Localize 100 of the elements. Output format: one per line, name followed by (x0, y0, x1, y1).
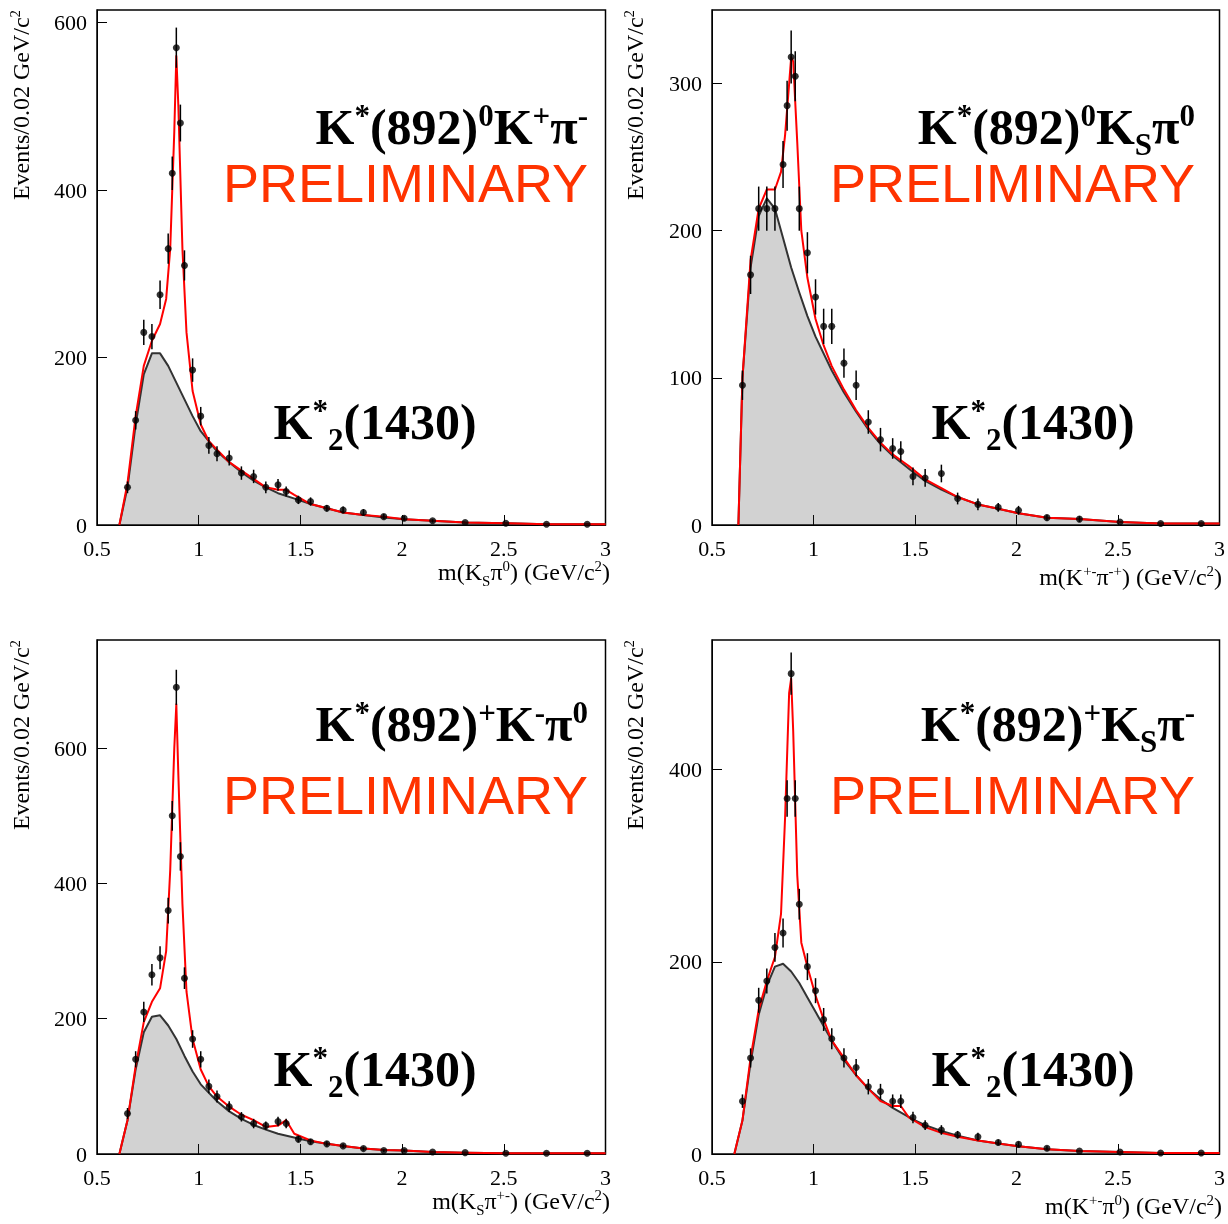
y-tick-label: 300 (669, 71, 702, 97)
x-tick-label: 2 (1011, 535, 1022, 561)
point (889, 1097, 897, 1105)
x-tick-label: 2.5 (490, 1164, 518, 1190)
y-tick-label: 600 (54, 735, 87, 761)
x-tick-label: 0.5 (83, 1164, 111, 1190)
point (755, 205, 763, 213)
x-tick-label: 3 (1214, 535, 1225, 561)
point (954, 495, 962, 503)
point (877, 436, 884, 444)
x-tick-label: 0.5 (83, 535, 111, 561)
point (738, 381, 746, 389)
x-tick-label: 2.5 (1104, 535, 1132, 561)
point (840, 359, 848, 367)
point (791, 795, 799, 803)
annotation: K$^{*}$(892)$^{+}$K$^{-}$π$^{0}$ (315, 695, 588, 752)
y-tick-label: 200 (54, 1006, 87, 1032)
point (180, 974, 188, 982)
point (205, 1082, 213, 1090)
point (205, 441, 213, 449)
y-tick-label: 400 (54, 870, 87, 896)
point (937, 470, 945, 477)
x-axis-title: m(K$_{S}$π$^{0}$) (GeV/c$^{2}$) (438, 558, 610, 590)
x-tick-label: 2 (1011, 1164, 1022, 1190)
y-tick-label: 600 (54, 10, 87, 36)
point (803, 249, 811, 257)
point (795, 900, 803, 908)
point (197, 412, 205, 420)
point (461, 1149, 469, 1157)
point (164, 245, 172, 253)
point (779, 161, 787, 168)
point (502, 519, 510, 527)
point (889, 444, 897, 452)
y-tick-label: 0 (76, 512, 87, 538)
point (461, 518, 469, 526)
point (803, 963, 811, 971)
point (543, 1149, 551, 1157)
x-tick-label: 0.5 (698, 1164, 726, 1190)
y-tick-label: 200 (669, 218, 702, 244)
x-axis-title: m(K$^{+-}$π$^{0}$) (GeV/c$^{2}$) (1045, 1192, 1222, 1219)
point (180, 261, 188, 269)
y-tick-label: 200 (669, 949, 702, 975)
y-tick-label: 0 (691, 512, 702, 538)
point (543, 520, 551, 528)
point (429, 1148, 437, 1156)
point (897, 447, 905, 455)
annotation: K$^{*}$$_{2}$(1430) (273, 1040, 477, 1104)
point (864, 1083, 872, 1091)
point (237, 469, 245, 477)
point (1157, 520, 1165, 528)
annotation: K$^{*}$(892)$^{0}$K$^{+}$π$^{-}$ (315, 98, 588, 155)
point (787, 53, 795, 61)
x-tick-label: 3 (1214, 1164, 1225, 1190)
x-tick-label: 1 (193, 535, 205, 561)
point (747, 271, 755, 279)
point (820, 322, 828, 330)
point (172, 44, 180, 52)
point (176, 119, 184, 127)
point (140, 328, 148, 336)
point (783, 795, 791, 803)
annotation: K$^{*}$$_{2}$(1430) (931, 1040, 1135, 1104)
point (921, 474, 929, 482)
x-tick-label: 2.5 (1104, 1164, 1132, 1190)
y-tick-label: 400 (669, 757, 702, 783)
line-series (118, 703, 607, 1155)
point (820, 1016, 828, 1023)
point (225, 454, 233, 462)
point (172, 683, 180, 691)
x-tick-label: 2.5 (490, 535, 518, 561)
x-tick-label: 1.5 (901, 535, 929, 561)
point (783, 102, 791, 110)
y-tick-label: 0 (691, 1141, 702, 1167)
point (974, 500, 982, 508)
point (771, 943, 779, 951)
annotation: K$^{*}$$_{2}$(1430) (931, 393, 1135, 457)
x-tick-label: 3 (600, 535, 611, 561)
point (197, 1055, 205, 1063)
y-tick-label: 100 (669, 365, 702, 391)
x-tick-label: 1.5 (286, 1164, 315, 1190)
point (897, 1097, 905, 1105)
point (747, 1054, 755, 1062)
x-tick-label: 1 (808, 1164, 819, 1190)
x-tick-label: 0.5 (698, 535, 726, 561)
y-tick-label: 200 (54, 345, 87, 371)
point (164, 907, 172, 915)
point (1197, 520, 1205, 528)
point (812, 293, 820, 301)
point (771, 205, 779, 213)
point (755, 996, 763, 1004)
point (864, 418, 872, 426)
point (787, 670, 795, 678)
annotation: PRELIMINARY (829, 765, 1195, 825)
point (140, 1008, 148, 1016)
point (583, 520, 591, 528)
annotation: PRELIMINARY (222, 765, 588, 825)
x-axis-title: m(K$^{+-}$π$^{-+}$) (GeV/c$^{2}$) (1039, 563, 1222, 590)
point (828, 1035, 836, 1043)
point (168, 169, 176, 177)
point (156, 291, 164, 299)
point (148, 971, 156, 979)
